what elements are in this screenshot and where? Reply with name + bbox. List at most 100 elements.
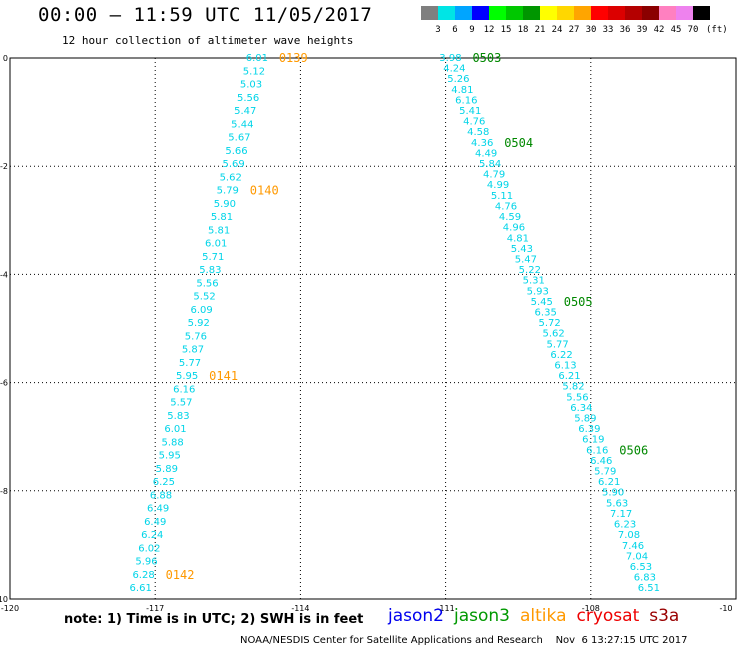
satellite-tracks: 6.01 5.12 5.03 5.56 5.47 5.44 5.67 5.66 5.69 5.62… (130, 51, 660, 594)
scale-label: 9 (469, 25, 475, 35)
page-title: 00:00 – 11:59 UTC 11/05/2017 (38, 4, 373, 26)
wave-height-value: 5.84 (479, 159, 501, 170)
scale-label: 45 (670, 25, 682, 35)
wave-height-value: 7.04 (626, 551, 648, 562)
wave-height-value: 6.51 (638, 583, 660, 594)
scale-swatch (676, 6, 693, 20)
wave-height-value: 5.66 (225, 146, 247, 157)
wave-height-value: 6.01 (205, 239, 227, 250)
lat-tick-label: -4 (0, 270, 8, 279)
scale-swatch (574, 6, 591, 20)
wave-height-value: 5.96 (135, 557, 157, 568)
lon-tick-label: -120 (1, 604, 19, 613)
scale-swatch (591, 6, 608, 20)
scale-label: 33 (602, 25, 614, 35)
scale-swatch (557, 6, 574, 20)
scale-label: 18 (517, 25, 529, 35)
legend-entry-jason2: jason2 (388, 606, 444, 626)
wave-height-value: 5.12 (243, 66, 265, 77)
wave-height-value: 4.81 (451, 85, 473, 96)
wave-height-value: 7.46 (622, 541, 644, 552)
wave-height-value: 6.61 (130, 583, 152, 594)
scale-label: 70 (687, 25, 699, 35)
wave-height-value: 6.16 (173, 384, 195, 395)
wave-height-value: 5.88 (161, 437, 183, 448)
scale-swatch (642, 6, 659, 20)
wave-height-value: 5.63 (606, 498, 628, 509)
lat-tick-label: -10 (0, 595, 8, 604)
wave-height-value: 6.46 (590, 456, 612, 467)
wave-height-value: 5.81 (211, 212, 233, 223)
scale-swatch (693, 6, 710, 20)
wave-height-value: 5.76 (185, 331, 207, 342)
scale-label: 24 (551, 25, 563, 35)
scale-label: 30 (585, 25, 597, 35)
wave-height-value: 6.09 (191, 305, 213, 316)
wave-height-value: 4.59 (499, 212, 521, 223)
wave-height-value: 6.21 (558, 371, 580, 382)
wave-height-value: 5.90 (214, 199, 236, 210)
wave-height-value: 6.21 (598, 477, 620, 488)
scale-swatch (625, 6, 642, 20)
wave-height-value: 5.95 (176, 371, 198, 382)
scale-swatch (608, 6, 625, 20)
legend-entry-altika: altika (520, 606, 567, 626)
pass-time-label: 0506 (619, 443, 648, 457)
lon-tick-label: -117 (146, 604, 164, 613)
lon-tick-label: -114 (291, 604, 309, 613)
wave-height-value: 5.89 (574, 414, 596, 425)
wave-height-value: 5.83 (199, 265, 221, 276)
wave-height-value: 6.23 (614, 520, 636, 531)
wave-height-value: 4.58 (467, 127, 489, 138)
wave-height-value: 6.28 (132, 570, 154, 581)
wave-height-value: 4.49 (475, 148, 497, 159)
page-subtitle: 12 hour collection of altimeter wave hei… (62, 34, 354, 47)
wave-height-value: 5.44 (231, 119, 253, 130)
wave-height-value: 4.99 (487, 180, 509, 191)
legend-entry-jason3: jason3 (454, 606, 510, 626)
scale-label: 36 (619, 25, 631, 35)
wave-height-value: 5.47 (515, 254, 537, 265)
pass-time-label: 0142 (166, 568, 195, 582)
lon-tick-label: -111 (437, 604, 455, 613)
scale-label: 3 (435, 25, 441, 35)
pass-time-label: 0140 (250, 184, 279, 198)
wave-height-value: 5.62 (220, 172, 242, 183)
pass-time-label: 0505 (564, 295, 593, 309)
wave-height-value: 6.01 (246, 53, 268, 64)
wave-height-value: 5.72 (539, 318, 561, 329)
wave-height-value: 6.01 (164, 424, 186, 435)
wave-height-value: 4.81 (507, 233, 529, 244)
wave-height-value: 5.47 (234, 106, 256, 117)
wave-height-value: 5.43 (511, 244, 533, 255)
wave-height-value: 4.24 (443, 64, 465, 75)
wave-height-value: 5.87 (182, 345, 204, 356)
pass-time-label: 0141 (209, 369, 238, 383)
lat-tick-label: -8 (0, 487, 8, 496)
wave-height-value: 3.98 (439, 53, 461, 64)
wave-height-value: 4.96 (503, 223, 525, 234)
wave-height-value: 5.22 (519, 265, 541, 276)
lon-tick-label: -108 (582, 604, 600, 613)
wave-height-value: 5.45 (531, 297, 553, 308)
wave-height-value: 5.57 (170, 398, 192, 409)
wave-height-value: 6.49 (144, 517, 166, 528)
wave-height-value: 5.89 (156, 464, 178, 475)
wave-height-value: 7.08 (618, 530, 640, 541)
wave-height-value: 6.24 (141, 530, 163, 541)
wave-height-value: 5.92 (188, 318, 210, 329)
wave-height-value: 6.35 (535, 307, 557, 318)
wave-height-value: 5.69 (222, 159, 244, 170)
wave-height-value: 5.83 (167, 411, 189, 422)
wave-height-value: 5.62 (542, 329, 564, 340)
wave-height-value: 5.71 (202, 252, 224, 263)
scale-swatch (472, 6, 489, 20)
wave-height-value: 6.88 (150, 490, 172, 501)
wave-height-value: 5.77 (546, 339, 568, 350)
wave-height-value: 5.31 (523, 276, 545, 287)
wave-height-value: 5.93 (527, 286, 549, 297)
wave-height-value: 4.76 (495, 201, 517, 212)
wave-height-value: 6.02 (138, 543, 160, 554)
scale-label: 21 (534, 25, 546, 35)
